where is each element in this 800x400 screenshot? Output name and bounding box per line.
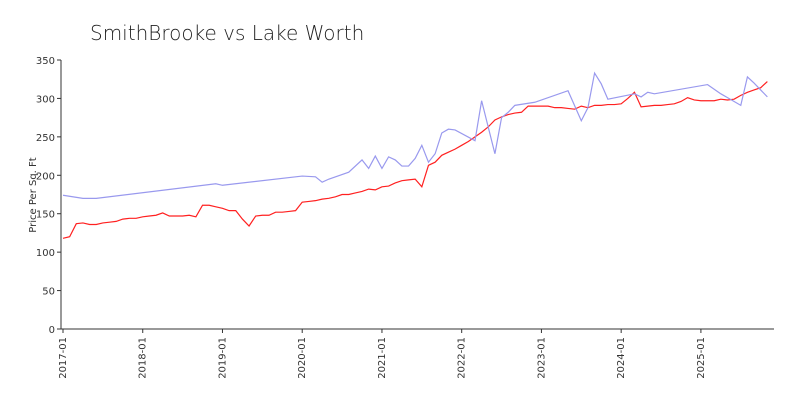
x-tick-label: 2017-01: [58, 337, 69, 379]
y-axis-label: Price Per Sq. Ft: [28, 157, 39, 232]
x-tick-label: 2019-01: [217, 337, 228, 379]
x-tick-label: 2020-01: [297, 337, 308, 379]
y-tick-label: 300: [36, 94, 55, 105]
x-tick-label: 2018-01: [138, 337, 149, 379]
y-tick-label: 250: [36, 133, 55, 144]
y-tick-label: 100: [36, 248, 55, 259]
data-line: [62, 71, 768, 199]
y-tick-label: 0: [49, 325, 55, 336]
data-line: [62, 81, 768, 239]
x-tick-label: 2021-01: [377, 337, 388, 379]
y-tick-label: 150: [36, 210, 55, 221]
x-tick-label: 2022-01: [457, 337, 468, 379]
y-tick-label: 50: [42, 287, 55, 298]
chart-title: SmithBrooke vs Lake Worth: [90, 21, 364, 45]
y-tick-label: 200: [36, 171, 55, 182]
x-tick-label: 2024-01: [616, 337, 627, 379]
y-tick-label: 350: [36, 56, 55, 67]
x-tick-label: 2023-01: [536, 337, 547, 379]
x-tick-label: 2025-01: [696, 337, 707, 379]
